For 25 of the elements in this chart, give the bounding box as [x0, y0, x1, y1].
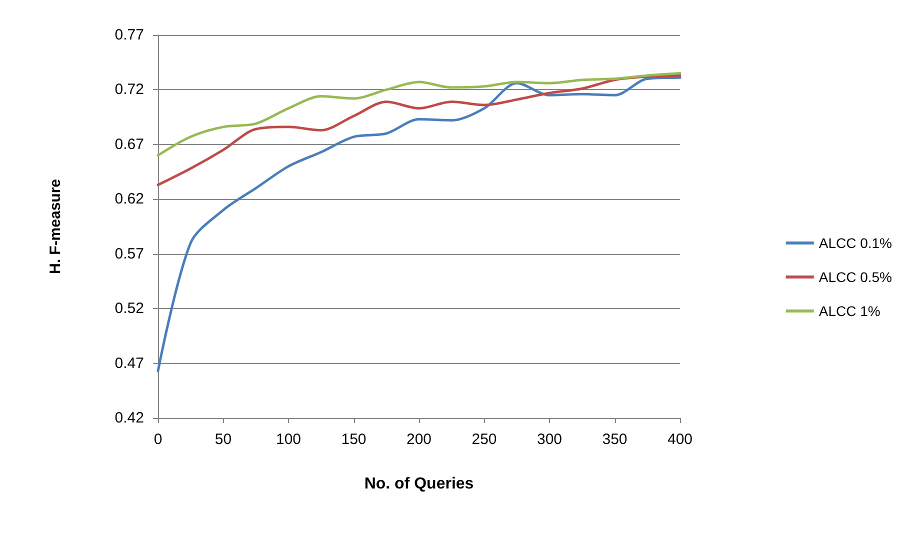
x-tick-label: 150 — [341, 431, 366, 448]
y-tick-label: 0.62 — [114, 190, 144, 208]
y-axis-title: H. F-measure — [47, 178, 64, 274]
y-tick-label: 0.77 — [114, 26, 144, 44]
x-tick-label: 300 — [536, 431, 562, 448]
x-tick-label: 50 — [214, 431, 232, 448]
legend-label: ALCC 1% — [818, 303, 880, 319]
x-tick-label: 200 — [406, 431, 432, 448]
y-tick-label: 0.47 — [114, 354, 144, 372]
legend-label: ALCC 0.1% — [818, 235, 892, 251]
y-tick-label: 0.72 — [114, 81, 144, 98]
x-tick-label: 400 — [667, 431, 693, 448]
x-tick-label: 250 — [472, 431, 497, 448]
x-tick-label: 0 — [154, 431, 162, 448]
line-series — [156, 74, 682, 186]
y-tick-label: 0.42 — [114, 410, 144, 426]
y-tick-label: 0.52 — [114, 300, 144, 318]
x-axis-title: No. of Queries — [364, 476, 474, 492]
line-series — [156, 76, 682, 372]
line-series — [156, 72, 682, 157]
x-tick-label: 100 — [276, 431, 302, 448]
legend-label: ALCC 0.5% — [818, 269, 892, 285]
y-tick-label: 0.67 — [114, 136, 144, 153]
x-tick-label: 350 — [602, 431, 628, 448]
y-tick-label: 0.57 — [114, 245, 144, 262]
